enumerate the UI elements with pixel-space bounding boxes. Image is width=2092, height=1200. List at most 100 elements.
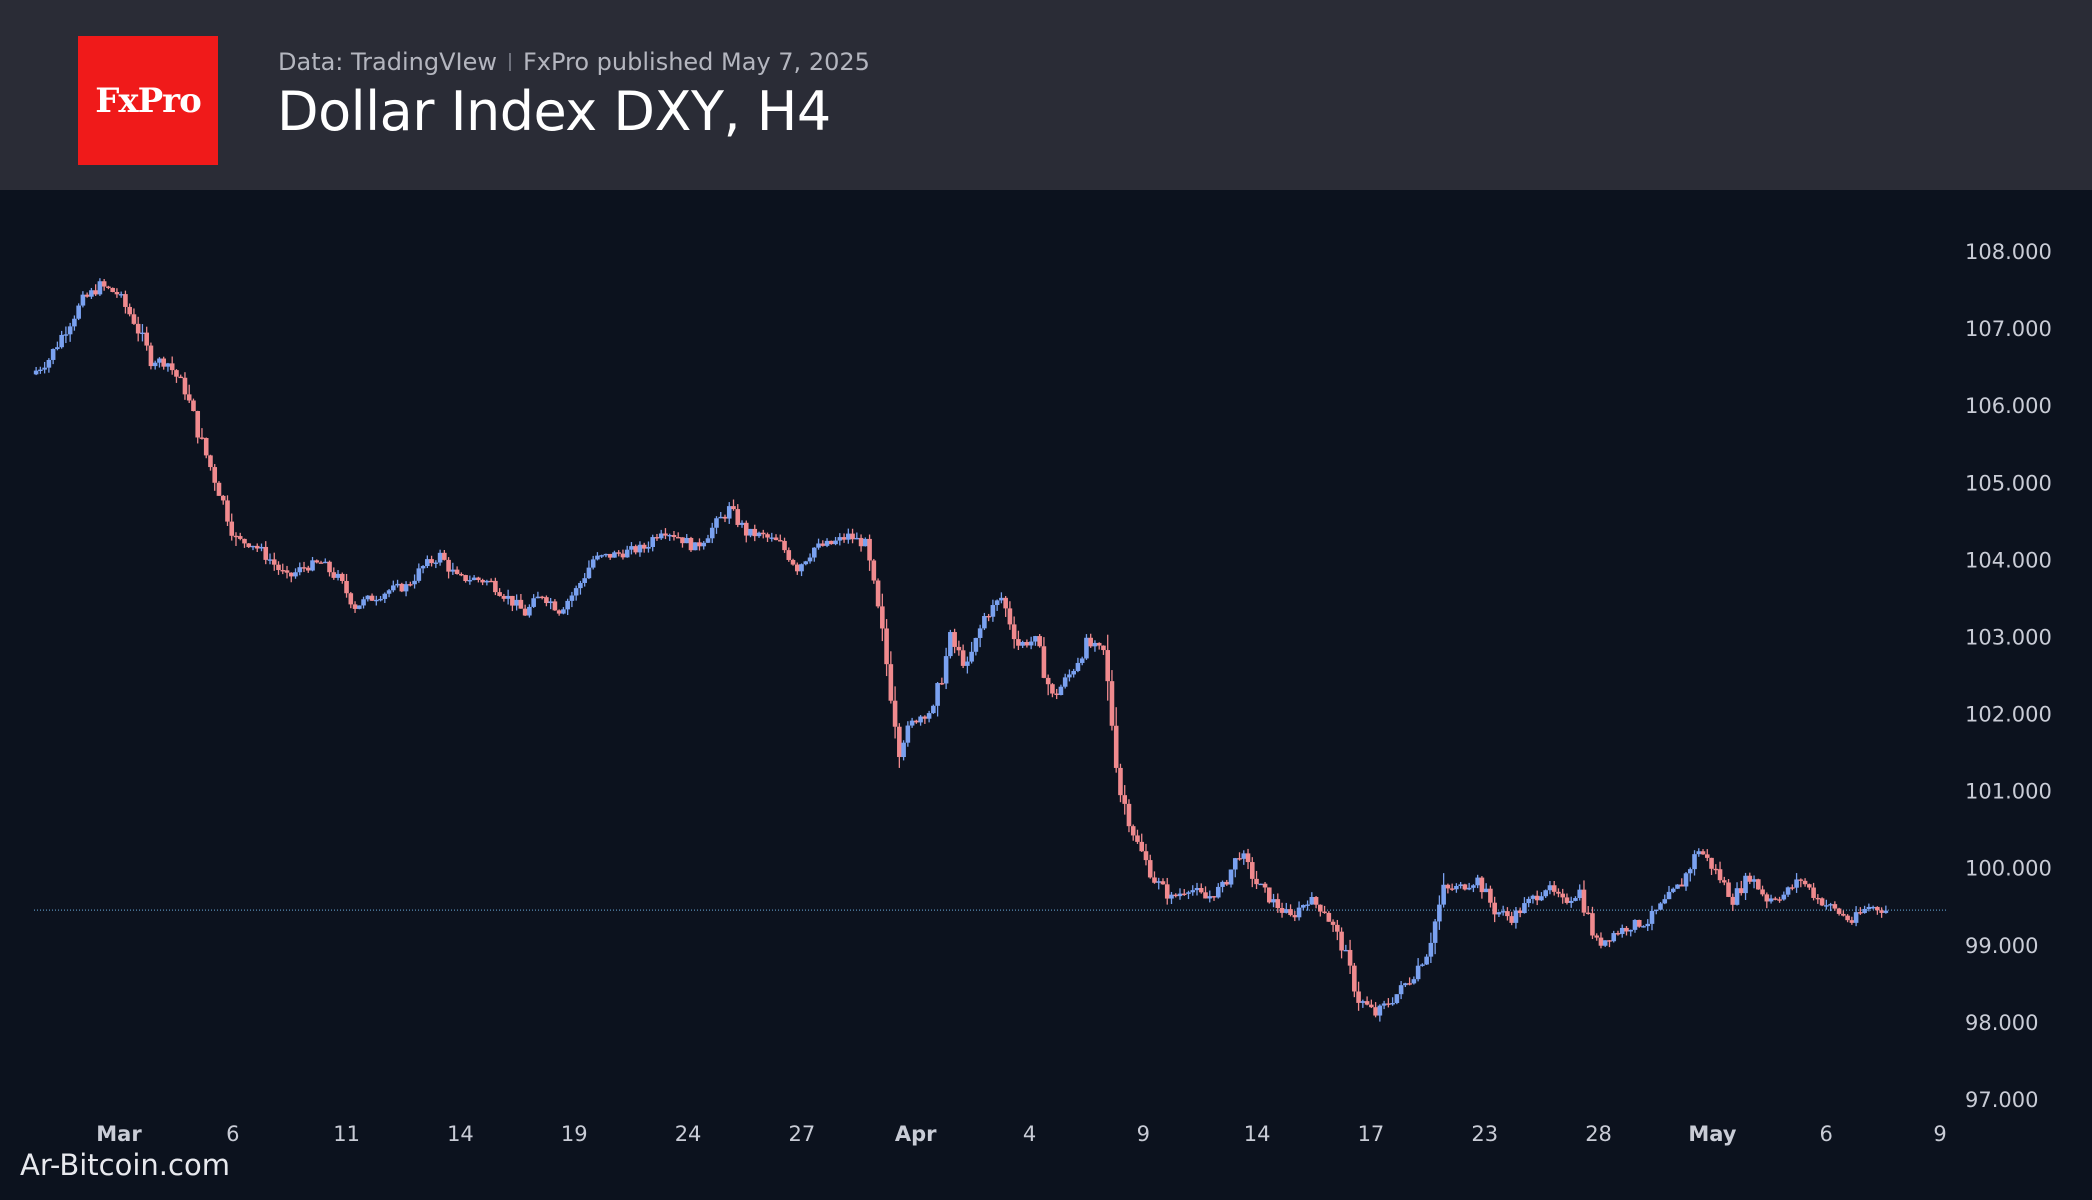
candle	[858, 534, 864, 552]
candle	[420, 565, 426, 574]
candle	[174, 369, 179, 383]
candle	[1067, 669, 1072, 682]
candle	[1564, 893, 1570, 905]
candle	[1458, 881, 1463, 889]
candle	[429, 555, 434, 567]
candle	[1037, 634, 1042, 648]
candle	[731, 499, 736, 511]
candle	[38, 366, 43, 374]
candle	[539, 595, 545, 600]
candle	[905, 721, 911, 747]
candle	[1203, 886, 1208, 899]
y-tick-label: 103.000	[1965, 625, 2052, 649]
candle	[612, 550, 617, 558]
candle	[777, 534, 783, 542]
candle	[1054, 688, 1059, 700]
candle	[620, 549, 626, 560]
candle	[977, 624, 983, 648]
candle	[1424, 954, 1429, 965]
candle	[1356, 981, 1361, 1011]
candle	[586, 560, 592, 580]
candle	[1020, 640, 1025, 648]
candle	[1471, 884, 1476, 893]
candle	[484, 579, 490, 586]
candle	[1373, 1002, 1378, 1018]
candle	[365, 595, 371, 602]
candle	[1832, 901, 1838, 911]
candle	[1717, 861, 1723, 884]
candle	[709, 522, 715, 544]
candle	[680, 537, 685, 548]
candle	[1152, 871, 1157, 884]
candle	[169, 356, 175, 375]
candle	[1007, 601, 1013, 630]
candle	[403, 581, 409, 597]
candle	[1738, 880, 1744, 896]
candle	[1092, 640, 1098, 652]
candle	[1466, 882, 1472, 891]
candle	[799, 563, 804, 577]
candle	[1526, 896, 1531, 908]
candle	[297, 562, 303, 576]
candle	[544, 595, 549, 607]
candle	[1143, 843, 1149, 866]
candle	[72, 315, 77, 331]
candle	[140, 324, 145, 342]
candle	[1050, 683, 1055, 698]
candle	[1096, 642, 1102, 650]
x-tick-label: 27	[789, 1122, 816, 1146]
candle	[50, 348, 56, 365]
chart-title: Dollar Index DXY, H4	[277, 80, 831, 143]
candle	[901, 740, 906, 761]
candle	[824, 538, 830, 548]
candle	[714, 516, 719, 534]
candle	[1407, 977, 1412, 986]
candle	[288, 572, 294, 583]
candle	[1279, 902, 1285, 918]
candle	[1828, 902, 1833, 912]
candle	[80, 291, 86, 308]
candle	[1220, 880, 1225, 893]
candle	[1730, 893, 1736, 912]
candle	[1649, 905, 1655, 931]
candle	[654, 533, 660, 541]
candle	[960, 644, 966, 669]
chart-header: FxPro Data: TradingVIew FxPro published …	[0, 0, 2092, 190]
candle	[212, 464, 218, 491]
candle	[1734, 882, 1740, 906]
candle	[437, 549, 443, 566]
candle	[152, 360, 158, 370]
candle	[1581, 880, 1587, 917]
candle	[1411, 976, 1417, 985]
candle	[782, 537, 787, 553]
candle	[578, 580, 583, 595]
candle	[973, 637, 979, 656]
candle	[1866, 903, 1872, 912]
candle	[344, 573, 349, 598]
candle	[1841, 910, 1846, 917]
candle	[624, 545, 630, 558]
candle	[1084, 634, 1089, 660]
candle	[1683, 872, 1689, 891]
candle	[114, 288, 120, 298]
candle	[641, 542, 647, 553]
candle	[1109, 670, 1115, 731]
candle	[658, 529, 664, 540]
candle	[573, 585, 579, 601]
candle	[1781, 891, 1787, 901]
candle	[569, 591, 575, 608]
candle	[1028, 636, 1034, 650]
candle	[1271, 893, 1276, 908]
candle	[599, 554, 604, 558]
candle	[590, 555, 596, 570]
candle	[765, 532, 770, 543]
candle	[63, 326, 69, 344]
candle	[1101, 645, 1106, 655]
candle	[476, 576, 481, 583]
candle	[535, 591, 541, 599]
candle	[1258, 883, 1264, 886]
candle	[1543, 889, 1548, 898]
watermark: Ar-Bitcoin.com	[20, 1148, 230, 1182]
candle	[1534, 890, 1540, 906]
candle	[412, 574, 417, 589]
